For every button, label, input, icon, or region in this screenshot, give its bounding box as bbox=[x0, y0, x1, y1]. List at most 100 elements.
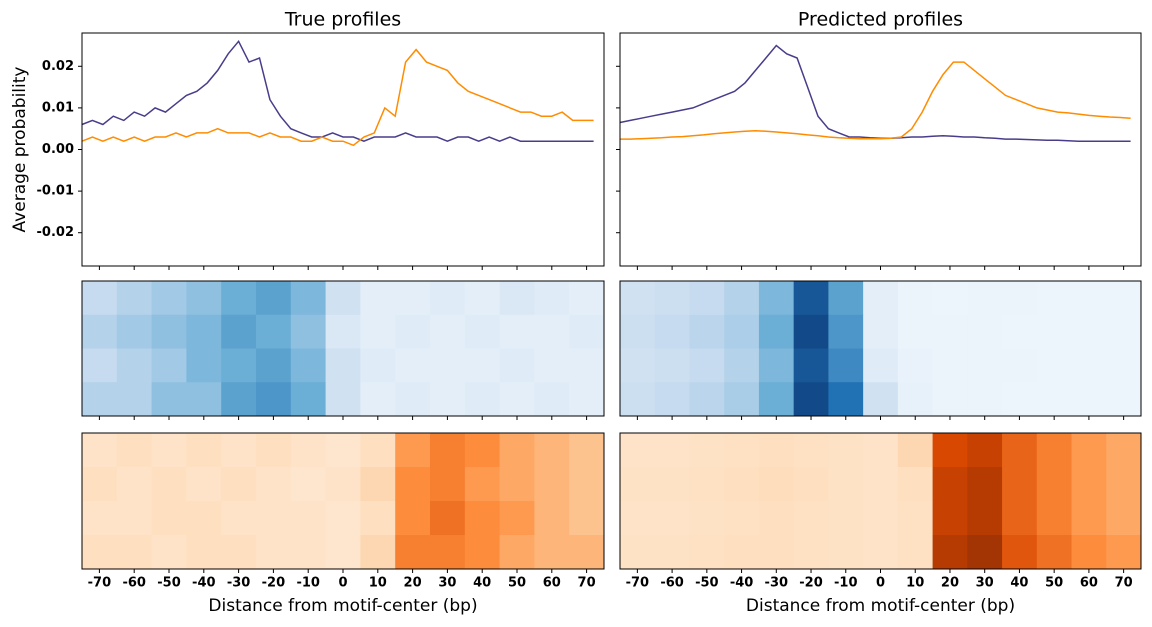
heatmap-cell bbox=[932, 348, 968, 383]
x-tick-label: -20 bbox=[799, 576, 823, 591]
heatmap-cell bbox=[793, 501, 829, 536]
heatmap-cell bbox=[221, 467, 257, 502]
y-axis-label: Average probability bbox=[10, 67, 30, 233]
heatmap-cell bbox=[967, 348, 1003, 383]
heatmap-cell bbox=[724, 535, 760, 570]
heatmap-cell bbox=[395, 382, 431, 417]
heatmap-cell bbox=[256, 348, 292, 383]
x-tick-label: -20 bbox=[262, 576, 286, 591]
heatmap-cell bbox=[1002, 348, 1038, 383]
heatmap-cell bbox=[151, 382, 187, 417]
heatmap-cell bbox=[464, 348, 501, 383]
heatmap-cell bbox=[360, 314, 396, 349]
panel-title: True profiles bbox=[284, 9, 401, 31]
x-tick-label: -70 bbox=[88, 576, 112, 591]
heatmap-cell bbox=[793, 348, 829, 383]
heatmap-cell bbox=[967, 314, 1003, 349]
heatmap-cell bbox=[221, 281, 257, 316]
heatmap-cell bbox=[290, 433, 327, 468]
heatmap-cell bbox=[689, 501, 725, 536]
heatmap-cell bbox=[82, 382, 118, 417]
heatmap-cell bbox=[290, 348, 327, 383]
heatmap-cell bbox=[654, 314, 690, 349]
heatmap-cell bbox=[863, 281, 899, 316]
heatmap-cell bbox=[1106, 382, 1142, 417]
x-tick-label: 30 bbox=[976, 576, 994, 591]
x-tick-label: 70 bbox=[578, 576, 596, 591]
heatmap-cell bbox=[325, 467, 361, 502]
heatmap-cell bbox=[1071, 314, 1107, 349]
heatmap-cell bbox=[534, 467, 570, 502]
heatmap-cell bbox=[724, 348, 760, 383]
heatmap-cell bbox=[1071, 467, 1107, 502]
heatmap-cell bbox=[325, 314, 361, 349]
heatmap-cell bbox=[863, 348, 899, 383]
heatmap-cell bbox=[620, 348, 656, 383]
heatmap-cell bbox=[116, 348, 153, 383]
heatmap-cell bbox=[897, 501, 934, 536]
heatmap-cell bbox=[290, 314, 327, 349]
heatmap-cell bbox=[290, 281, 327, 316]
heatmap-cell bbox=[828, 382, 864, 417]
heatmap-cell bbox=[620, 535, 656, 570]
heatmap-cell bbox=[863, 501, 899, 536]
y-tick-label: 0.01 bbox=[42, 100, 74, 115]
heatmap-cell bbox=[430, 501, 466, 536]
heatmap-cell bbox=[325, 281, 361, 316]
x-tick-label: -60 bbox=[122, 576, 146, 591]
heatmap-cell bbox=[256, 433, 292, 468]
x-tick-label: -30 bbox=[765, 576, 789, 591]
heatmap-cell bbox=[758, 348, 795, 383]
heatmap-cell bbox=[828, 467, 864, 502]
heatmap-cell bbox=[395, 467, 431, 502]
heatmap-cell bbox=[569, 382, 605, 417]
heatmap-cell bbox=[1002, 467, 1038, 502]
heatmap-cell bbox=[654, 467, 690, 502]
heatmap-cell bbox=[82, 501, 118, 536]
profile-line bbox=[620, 61, 1131, 140]
heatmap-cell bbox=[499, 281, 535, 316]
heatmap-cell bbox=[82, 467, 118, 502]
heatmap-cell bbox=[256, 501, 292, 536]
heatmap-cell bbox=[569, 314, 605, 349]
heatmap-cell bbox=[116, 535, 153, 570]
y-tick-label: -0.01 bbox=[37, 184, 74, 199]
heatmap-cell bbox=[325, 433, 361, 468]
x-tick-label: -70 bbox=[626, 576, 650, 591]
heatmap-cell bbox=[186, 314, 222, 349]
heatmap-cell bbox=[967, 535, 1003, 570]
heatmap-cell bbox=[116, 501, 153, 536]
heatmap-cell bbox=[828, 501, 864, 536]
profile-line bbox=[81, 48, 594, 147]
heatmap-cell bbox=[1106, 501, 1142, 536]
x-tick-label: 20 bbox=[941, 576, 959, 591]
heatmap-cell bbox=[151, 467, 187, 502]
heatmap-cell bbox=[1106, 314, 1142, 349]
heatmap-cell bbox=[151, 501, 187, 536]
heatmap-cell bbox=[151, 535, 187, 570]
heatmap-cell bbox=[464, 501, 501, 536]
heatmap-cell bbox=[1036, 467, 1073, 502]
heatmap-cell bbox=[620, 433, 656, 468]
x-tick-label: -60 bbox=[660, 576, 684, 591]
heatmap-cell bbox=[724, 467, 760, 502]
heatmap-cell bbox=[1106, 467, 1142, 502]
heatmap-cell bbox=[569, 501, 605, 536]
heatmap-cell bbox=[256, 314, 292, 349]
x-axis-label: Distance from motif-center (bp) bbox=[208, 596, 477, 616]
heatmap-cell bbox=[620, 501, 656, 536]
heatmap-cell bbox=[1036, 314, 1073, 349]
heatmap-cell bbox=[464, 281, 501, 316]
heatmap-cell bbox=[186, 281, 222, 316]
heatmap-cell bbox=[932, 433, 968, 468]
heatmap-cell bbox=[1036, 281, 1073, 316]
heatmap-cell bbox=[828, 348, 864, 383]
panel-title: Predicted profiles bbox=[798, 9, 963, 31]
heatmap-cell bbox=[654, 348, 690, 383]
y-tick-label: -0.02 bbox=[37, 225, 74, 240]
heatmap-cell bbox=[116, 467, 153, 502]
heatmap-cell bbox=[689, 382, 725, 417]
heatmap-cell bbox=[654, 501, 690, 536]
y-tick-label: 0.00 bbox=[42, 142, 74, 157]
heatmap-cell bbox=[1106, 281, 1142, 316]
